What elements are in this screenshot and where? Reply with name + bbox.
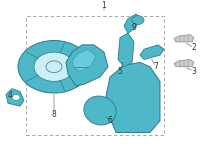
Text: 5: 5	[118, 67, 122, 76]
Polygon shape	[174, 60, 194, 67]
Polygon shape	[6, 89, 24, 106]
Polygon shape	[66, 45, 108, 86]
Text: 1: 1	[102, 1, 106, 10]
Text: 4: 4	[8, 91, 12, 100]
Polygon shape	[140, 45, 164, 60]
Circle shape	[132, 16, 144, 24]
Polygon shape	[106, 62, 160, 132]
Text: 9: 9	[132, 23, 136, 32]
Polygon shape	[174, 35, 194, 42]
Circle shape	[46, 61, 62, 73]
Polygon shape	[72, 49, 96, 71]
Polygon shape	[124, 14, 142, 33]
Circle shape	[34, 52, 74, 81]
Text: 7: 7	[154, 62, 158, 71]
Text: 8: 8	[52, 110, 56, 119]
Text: 6: 6	[108, 116, 112, 125]
Circle shape	[18, 40, 90, 93]
Text: 2: 2	[192, 43, 196, 52]
Circle shape	[12, 95, 20, 100]
Polygon shape	[118, 33, 134, 67]
Text: 3: 3	[192, 67, 196, 76]
Ellipse shape	[84, 96, 116, 125]
